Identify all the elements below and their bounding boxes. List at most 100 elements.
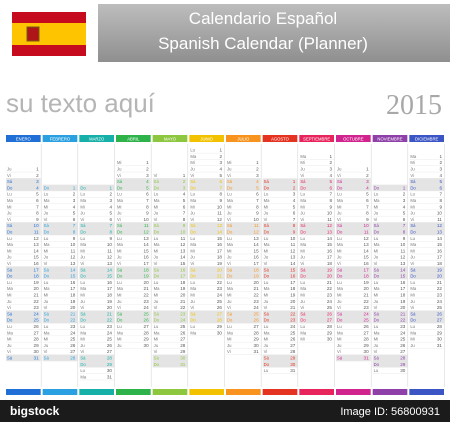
- weekend-cell: [152, 310, 188, 317]
- weekend-cell: [116, 228, 151, 236]
- day-number: 30: [217, 330, 223, 335]
- month-footer-bar: [6, 389, 41, 395]
- weekday-label: Mi: [7, 293, 11, 298]
- day-number: 16: [180, 267, 186, 272]
- weekend-cell: [336, 178, 371, 185]
- weekday-label: Do: [44, 274, 50, 279]
- weekday-label: Vi: [337, 261, 341, 266]
- day-number: 25: [400, 337, 406, 342]
- weekday-label: Do: [80, 185, 86, 190]
- day-number: 27: [364, 330, 370, 335]
- weekday-label: Ma: [410, 330, 416, 335]
- month-footer-bar: [409, 389, 444, 395]
- weekend-cell: [299, 178, 334, 185]
- day-number: 11: [401, 248, 406, 253]
- weekday-label: Vi: [80, 261, 84, 266]
- day-number: 23: [437, 293, 443, 298]
- weekday-label: Ma: [410, 198, 416, 203]
- weekday-label: Mi: [154, 248, 158, 253]
- weekday-label: Do: [264, 318, 270, 323]
- weekend-cell: [152, 184, 188, 191]
- weekday-label: Do: [227, 230, 233, 235]
- weekday-label: Lu: [410, 280, 415, 285]
- day-number: 18: [70, 293, 76, 298]
- weekday-label: Vi: [337, 173, 341, 178]
- day-number: 23: [34, 305, 40, 310]
- weekday-label: Ju: [227, 167, 232, 172]
- weekday-label: Do: [7, 318, 13, 323]
- weekday-label: Mi: [154, 293, 158, 298]
- day-number: 17: [34, 267, 40, 272]
- weekend-cell: [116, 178, 151, 185]
- weekday-label: Sá: [410, 311, 416, 316]
- weekday-label: Ju: [374, 211, 379, 216]
- weekend-cell: [189, 310, 224, 317]
- day-number: 25: [290, 330, 296, 335]
- day-number: 4: [293, 198, 296, 203]
- day-number: 20: [290, 299, 296, 304]
- day-number: 25: [180, 324, 186, 329]
- weekend-cell: [262, 222, 298, 229]
- weekday-label: Ju: [117, 255, 122, 260]
- month-header-bar: [299, 135, 334, 142]
- weekday-label: Ma: [44, 330, 50, 335]
- day-number: 18: [400, 293, 406, 298]
- day-number: 28: [364, 337, 370, 342]
- weekday-label: Mi: [117, 160, 121, 165]
- weekday-label: Ma: [227, 198, 233, 203]
- weekday-label: Vi: [300, 173, 304, 178]
- weekend-cell: [42, 310, 78, 317]
- weekday-label: Do: [7, 185, 13, 190]
- day-number: 22: [254, 293, 260, 298]
- weekend-cell: [409, 272, 444, 280]
- weekday-label: Mi: [154, 337, 158, 342]
- day-number: 14: [400, 267, 406, 272]
- day-number: 4: [403, 204, 406, 209]
- weekday-label: Lu: [117, 192, 122, 197]
- weekday-label: Lu: [264, 192, 269, 197]
- weekday-label: Ma: [80, 286, 86, 291]
- weekday-label: Ju: [337, 255, 342, 260]
- weekday-label: Do: [190, 230, 196, 235]
- weekday-label: Ju: [117, 343, 122, 348]
- day-number: 22: [144, 293, 150, 298]
- day-number: 25: [327, 305, 333, 310]
- weekday-label: Sá: [117, 223, 123, 228]
- weekday-label: Do: [264, 185, 270, 190]
- weekday-label: Mi: [44, 248, 48, 253]
- weekday-label: Ju: [410, 343, 415, 348]
- weekday-label: Vi: [227, 261, 231, 266]
- weekend-cell: [6, 178, 41, 185]
- day-number: 20: [437, 274, 443, 279]
- day-number: 16: [217, 242, 223, 247]
- weekday-label: Vi: [410, 305, 414, 310]
- weekday-label: Ju: [300, 167, 305, 172]
- weekday-label: Vi: [44, 305, 48, 310]
- weekday-label: Do: [264, 274, 270, 279]
- day-number: 11: [71, 248, 76, 253]
- day-number: 22: [327, 286, 333, 291]
- day-number: 29: [290, 356, 296, 361]
- day-number: 19: [34, 280, 40, 285]
- day-number: 17: [364, 267, 370, 272]
- weekend-cell: [152, 316, 188, 324]
- day-number: 26: [217, 305, 223, 310]
- weekday-label: Do: [7, 274, 13, 279]
- weekday-label: Lu: [300, 324, 305, 329]
- weekday-label: Mi: [410, 204, 414, 209]
- weekend-cell: [262, 310, 298, 317]
- weekday-label: Sá: [7, 356, 13, 361]
- month-footer-bar: [226, 389, 261, 395]
- weekday-label: Lu: [154, 280, 159, 285]
- day-number: 29: [217, 324, 223, 329]
- weekday-label: Do: [117, 318, 123, 323]
- day-number: 2: [256, 167, 259, 172]
- weekday-label: Vi: [227, 349, 231, 354]
- weekday-label: Do: [300, 185, 306, 190]
- weekend-cell: [226, 222, 261, 229]
- weekday-label: Mi: [374, 337, 378, 342]
- day-number: 2: [183, 179, 186, 184]
- weekday-label: Do: [80, 230, 86, 235]
- weekday-label: Mi: [80, 337, 84, 342]
- weekday-label: Ma: [7, 198, 13, 203]
